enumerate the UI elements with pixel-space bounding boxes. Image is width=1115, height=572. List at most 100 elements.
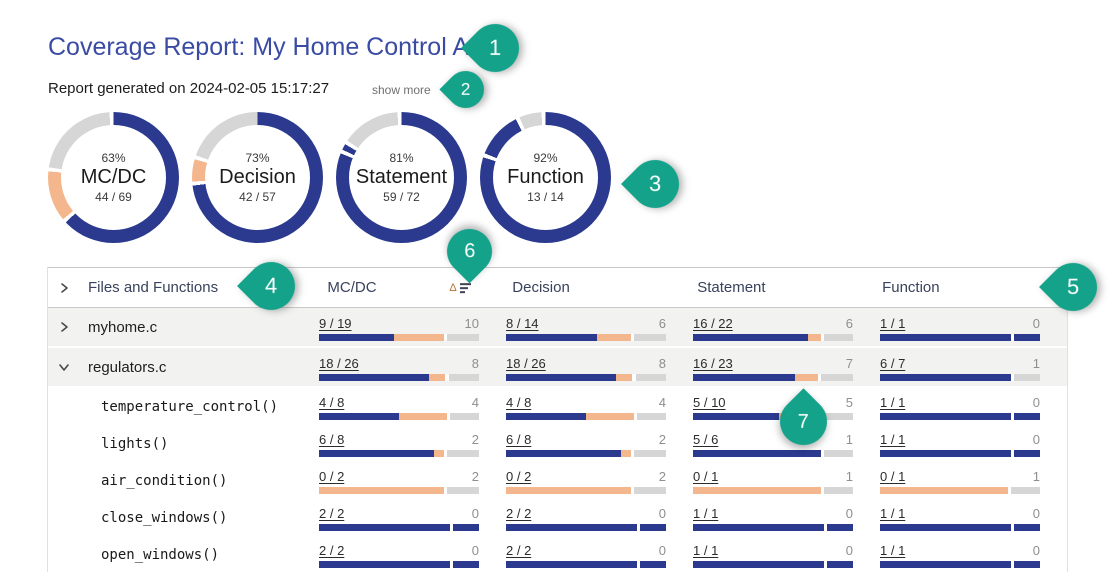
table-row[interactable]: air_condition() 0 / 2 2 0 / 2 2 0 / 1 1 — [48, 462, 1067, 499]
coverage-bar — [693, 333, 853, 341]
coverage-bar — [693, 413, 853, 420]
covered-segment — [827, 524, 853, 531]
donut-fraction: 13 / 14 — [527, 190, 564, 204]
coverage-fraction-link[interactable]: 6 / 7 — [880, 355, 906, 371]
chevron-right-icon[interactable] — [58, 321, 88, 333]
gap-segment — [820, 333, 825, 341]
uncovered-count: 8 — [658, 355, 666, 371]
gap-segment — [1011, 561, 1015, 568]
covered-segment — [506, 413, 586, 420]
donut-center: 81% Statement 59 / 72 — [349, 125, 454, 230]
covered-segment — [693, 561, 825, 568]
coverage-fraction-link[interactable]: 0 / 1 — [880, 469, 906, 484]
coverage-fraction-link[interactable]: 1 / 1 — [880, 506, 906, 521]
coverage-fraction-link[interactable]: 8 / 14 — [506, 315, 539, 331]
coverage-bar — [880, 413, 1040, 420]
gap-segment — [821, 487, 825, 494]
uncovered-segment — [633, 450, 666, 457]
partial-segment — [434, 450, 444, 457]
uncovered-count: 7 — [845, 355, 853, 371]
row-name: close_windows() — [101, 509, 228, 526]
gap-segment — [1011, 373, 1015, 381]
coverage-fraction-link[interactable]: 5 / 6 — [693, 432, 719, 447]
coverage-fraction-link[interactable]: 1 / 1 — [880, 432, 906, 447]
uncovered-segment — [637, 413, 666, 420]
coverage-fraction-link[interactable]: 2 / 2 — [506, 506, 532, 521]
coverage-bar — [880, 561, 1040, 568]
coverage-fraction-link[interactable]: 18 / 26 — [506, 355, 546, 371]
table-row[interactable]: myhome.c 9 / 19 10 8 / 14 6 16 / 22 6 — [48, 308, 1067, 348]
donut-label: Decision — [219, 166, 296, 188]
gap-segment — [1011, 450, 1015, 457]
uncovered-segment — [448, 373, 479, 381]
uncovered-segment — [635, 373, 666, 381]
uncovered-segment — [1011, 487, 1040, 494]
donut-chart: 63% MC/DC 44 / 69 — [48, 112, 179, 243]
coverage-fraction-link[interactable]: 2 / 2 — [319, 506, 345, 521]
gap-segment — [1008, 487, 1012, 494]
chevron-down-icon[interactable] — [58, 361, 88, 373]
donut-label: Function — [507, 166, 584, 188]
uncovered-count: 0 — [1032, 543, 1040, 558]
covered-segment — [640, 561, 666, 568]
coverage-fraction-link[interactable]: 16 / 22 — [693, 315, 733, 331]
table-row[interactable]: lights() 6 / 8 2 6 / 8 2 5 / 6 1 — [48, 425, 1067, 462]
coverage-fraction-link[interactable]: 1 / 1 — [693, 543, 719, 558]
uncovered-segment — [824, 487, 853, 494]
coverage-fraction-link[interactable]: 4 / 8 — [319, 395, 345, 410]
gap-segment — [632, 373, 636, 381]
coverage-fraction-link[interactable]: 2 / 2 — [506, 543, 532, 558]
table-row[interactable]: regulators.c 18 / 26 8 18 / 26 8 16 / 23… — [48, 348, 1067, 388]
column-header-statement[interactable]: Statement — [697, 278, 766, 296]
coverage-bar — [506, 561, 666, 568]
partial-segment — [795, 373, 818, 381]
coverage-bar — [506, 487, 666, 494]
table-row[interactable]: open_windows() 2 / 2 0 2 / 2 0 1 / 1 0 — [48, 536, 1067, 572]
table-row[interactable]: close_windows() 2 / 2 0 2 / 2 0 1 / 1 0 — [48, 499, 1067, 536]
covered-segment — [1014, 450, 1040, 457]
uncovered-count: 2 — [471, 432, 479, 447]
coverage-fraction-link[interactable]: 4 / 8 — [506, 395, 532, 410]
coverage-fraction-link[interactable]: 5 / 10 — [693, 395, 726, 410]
donut-label: MC/DC — [80, 166, 147, 188]
coverage-fraction-link[interactable]: 6 / 8 — [319, 432, 345, 447]
coverage-fraction-link[interactable]: 9 / 19 — [319, 315, 352, 331]
sort-icon[interactable]: Δ — [449, 282, 471, 294]
coverage-fraction-link[interactable]: 1 / 1 — [880, 315, 906, 331]
show-more-link[interactable]: show more — [372, 83, 431, 97]
donut-percent: 73% — [245, 151, 270, 165]
covered-segment — [880, 413, 1012, 420]
coverage-bar — [506, 373, 666, 381]
uncovered-count: 1 — [845, 432, 853, 447]
coverage-fraction-link[interactable]: 16 / 23 — [693, 355, 733, 371]
chevron-right-icon[interactable] — [58, 282, 88, 294]
donut-center: 92% Function 13 / 14 — [493, 125, 598, 230]
gap-segment — [443, 450, 447, 457]
coverage-bar — [693, 487, 853, 494]
uncovered-count: 0 — [1032, 315, 1040, 331]
column-header-function[interactable]: Function — [882, 278, 940, 296]
row-name: myhome.c — [88, 318, 158, 336]
column-header-mcdc[interactable]: MC/DC — [327, 278, 377, 296]
covered-segment — [1014, 333, 1040, 341]
coverage-bar — [506, 450, 666, 457]
coverage-fraction-link[interactable]: 6 / 8 — [506, 432, 532, 447]
coverage-fraction-link[interactable]: 0 / 2 — [319, 469, 345, 484]
coverage-fraction-link[interactable]: 0 / 2 — [506, 469, 532, 484]
gap-segment — [637, 561, 641, 568]
coverage-fraction-link[interactable]: 1 / 1 — [693, 506, 719, 521]
coverage-fraction-link[interactable]: 1 / 1 — [880, 395, 906, 410]
coverage-bar — [693, 373, 853, 381]
uncovered-count: 0 — [658, 543, 666, 558]
coverage-fraction-link[interactable]: 1 / 1 — [880, 543, 906, 558]
uncovered-segment — [633, 487, 666, 494]
covered-segment — [880, 333, 1012, 341]
coverage-fraction-link[interactable]: 0 / 1 — [693, 469, 719, 484]
column-header-files[interactable]: Files and Functions — [88, 279, 219, 296]
partial-segment — [880, 487, 1008, 494]
coverage-fraction-link[interactable]: 18 / 26 — [319, 355, 359, 371]
column-header-decision[interactable]: Decision — [512, 278, 570, 296]
coverage-fraction-link[interactable]: 2 / 2 — [319, 543, 345, 558]
table-row[interactable]: temperature_control() 4 / 8 4 4 / 8 4 5 … — [48, 388, 1067, 425]
uncovered-count: 0 — [845, 543, 853, 558]
